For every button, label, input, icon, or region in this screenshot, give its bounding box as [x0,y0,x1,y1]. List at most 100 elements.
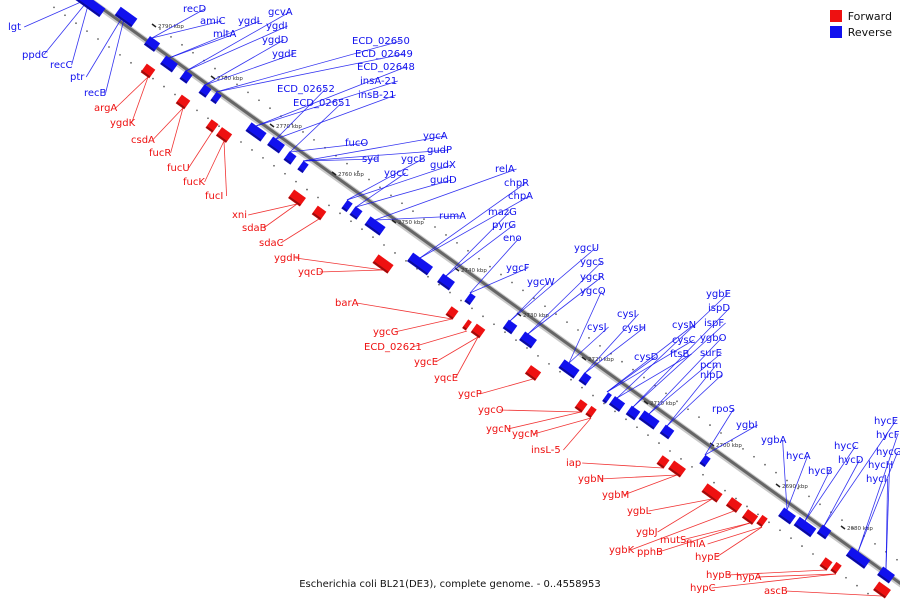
leader-line [584,313,639,374]
gene-label: ygcR [580,272,605,283]
ruler-dot [405,259,407,262]
gene-feature [816,524,832,540]
leader-line [716,526,763,558]
ruler-dot [152,77,154,80]
leader-line [275,94,396,140]
gene-label: ygcU [574,243,599,254]
ruler-dot [493,323,495,326]
ruler-dot [75,22,77,25]
leader-line [289,102,342,153]
ruler-dot [258,99,260,102]
ruler-dot [746,505,748,508]
ruler-dot [361,228,363,231]
gene-feature [519,331,537,349]
legend-reverse: Reverse [829,24,892,40]
leader-line [445,224,514,277]
ruler-dot [537,355,539,357]
leader-line [394,318,453,333]
gene-feature [793,516,817,538]
reverse-swatch [829,26,842,38]
ruler-dot [647,434,649,437]
leader-line [289,142,367,153]
ruler-dot [460,299,462,302]
scale-label: 2780 kbp [217,76,243,82]
gene-label: argA [94,103,117,114]
gene-label: mazG [488,207,517,218]
ruler-dot [181,43,183,46]
ruler-dot [482,315,484,318]
gene-label: hycG [876,447,900,458]
leader-line [499,409,582,413]
gene-label: gudD [430,175,457,186]
ruler-dot [588,337,590,339]
ruler-dot [515,339,517,341]
gene-feature [175,94,191,110]
ruler-dot [559,370,561,373]
gene-feature [656,455,670,469]
gene-feature [470,323,486,339]
ruler-dot [757,513,759,516]
scale-label: 2700 kbp [716,443,742,449]
ruler-dot [97,38,99,40]
gene-label: ygcP [458,389,482,400]
gene-feature [341,199,353,213]
scale-label: 2710 kbp [650,401,676,407]
gene-feature [608,396,626,412]
gene-label: ygcC [384,168,409,179]
ruler-dots [53,6,898,595]
ruler-dot [86,30,88,33]
gene-label: ygcW [527,277,555,288]
ruler-dot [841,519,843,522]
leader-line [469,237,520,294]
leader-line [823,459,860,527]
gene-feature [845,547,871,569]
gene-label: fucK [183,177,205,188]
gene-label: cysN [672,320,696,331]
gene-label: fucO [345,138,368,149]
gene-feature [205,119,219,133]
ruler-dot [632,368,634,371]
ruler-dot [108,46,110,48]
gene-feature [578,372,592,386]
ruler-dot [383,244,385,246]
scale-tick [709,442,715,447]
ruler-dot [317,196,319,199]
ruler-dot [812,553,814,555]
leader-line [707,526,763,545]
gene-feature [74,0,106,18]
gene-label: hycC [834,441,859,452]
ruler-dot [449,291,451,294]
ruler-dot [779,529,781,532]
gene-label: ygbA [761,435,787,446]
legend: Forward Reverse [829,8,892,40]
ruler-dot [856,584,858,587]
leader-line [215,53,404,93]
ruler-dot [240,141,242,143]
ruler-dot [691,465,693,468]
leader-line [568,326,609,364]
leader-line [152,107,184,141]
gene-label: hycF [876,430,900,441]
gene-label: ygcO [478,405,504,416]
legend-forward-label: Forward [847,9,892,23]
leader-line [704,408,734,456]
leader-line [346,164,452,201]
gene-label: pcm [700,360,722,371]
ruler-dot [471,307,473,310]
leader-line [223,140,227,197]
genome-backbone [84,0,900,588]
gene-label: insA-21 [360,76,397,87]
ruler-dot [328,204,330,207]
gene-feature [349,206,363,220]
gene-label: ygcA [423,131,448,142]
gene-label: ygdL [238,16,263,27]
leader-line [623,474,678,496]
gene-label: gudX [430,160,456,171]
leader-line [469,267,528,294]
gene-label: hycH [868,460,893,471]
ruler-dot [306,188,308,191]
ruler-dot [621,360,623,363]
ruler-dot [504,331,506,334]
leader-line [455,336,479,379]
leader-line [507,411,582,430]
